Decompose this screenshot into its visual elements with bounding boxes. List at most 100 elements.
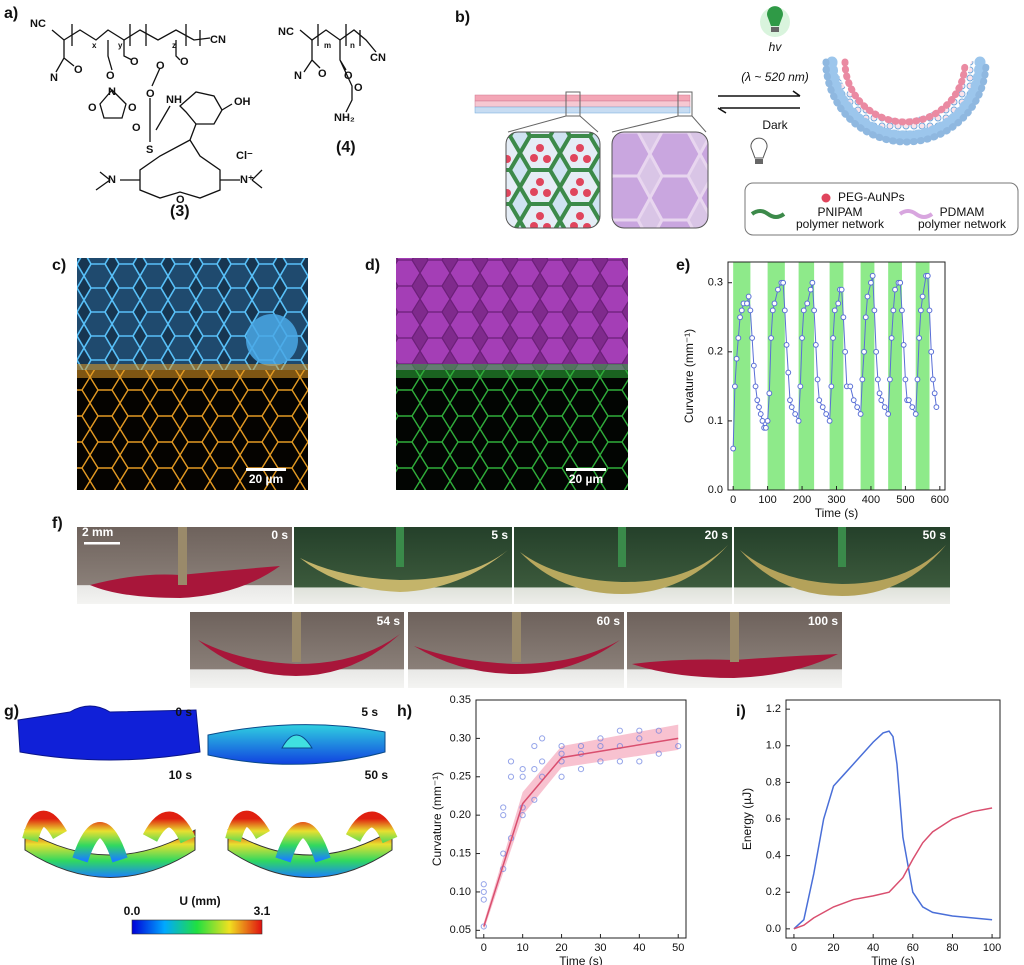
label: 5 s [361, 705, 378, 719]
label: i) [736, 703, 746, 720]
shape [22, 810, 196, 863]
data-point [890, 307, 897, 314]
light-band [733, 262, 751, 490]
label: 20 µm [249, 472, 283, 486]
label: polymer network [918, 217, 1007, 231]
label: O [128, 102, 137, 114]
label: CN [210, 34, 226, 46]
shape [414, 640, 620, 674]
data-point [744, 300, 750, 307]
shape [281, 734, 313, 749]
shape [740, 545, 946, 596]
x-tick-label: 100 [983, 942, 1001, 954]
label: 20 s [705, 528, 729, 542]
sample-point [531, 796, 538, 803]
data-point [783, 342, 790, 348]
data-point [926, 307, 933, 314]
data-point [874, 376, 881, 383]
x-tick-label: 40 [633, 942, 645, 954]
y-tick-label: 0.4 [766, 850, 781, 862]
label: U (mm) [179, 894, 220, 908]
data-point [892, 286, 898, 293]
y-tick-label: 0.25 [450, 771, 471, 783]
sample-point [675, 742, 682, 750]
label: O [344, 70, 353, 82]
data-point [747, 307, 754, 314]
x-tick-label: 200 [793, 494, 811, 506]
sample-point [597, 735, 604, 742]
shape [566, 468, 606, 471]
label: g) [4, 703, 19, 720]
shape [826, 56, 986, 142]
label: O [180, 56, 189, 68]
y-tick-label: 0.35 [450, 694, 471, 706]
x-tick-label: 400 [862, 494, 880, 506]
data-point [909, 404, 916, 410]
label: O [106, 70, 115, 82]
x-axis-label: Time (s) [871, 954, 915, 965]
shape [55, 40, 181, 87]
y-tick-label: 0.3 [708, 277, 723, 289]
shape [565, 91, 581, 117]
sample-point [480, 923, 487, 930]
label: 50 s [365, 768, 389, 782]
x-tick-label: 500 [896, 494, 914, 506]
shape [139, 123, 221, 199]
y-tick-label: 0.30 [450, 732, 471, 744]
data-point [795, 418, 802, 424]
label: 100 s [808, 614, 838, 628]
sample-point [480, 896, 487, 903]
data-point [759, 418, 766, 424]
sample-point [500, 850, 507, 857]
x-tick-label: 100 [758, 494, 776, 506]
sample-point [507, 758, 515, 765]
series-line [793, 730, 993, 930]
data-point [823, 411, 830, 417]
label: polymer network [796, 217, 885, 231]
sample-point [597, 742, 604, 750]
series-line [793, 807, 993, 930]
data-point [916, 335, 923, 341]
y-tick-label: 0.2 [766, 886, 781, 898]
data-point [835, 300, 842, 307]
label: 3.1 [254, 904, 271, 918]
label: N [294, 70, 302, 82]
label: Cl⁻ [236, 150, 253, 162]
data-point [750, 362, 757, 369]
label: NH [166, 94, 182, 106]
label: c) [52, 257, 66, 274]
label: 5 s [491, 528, 508, 542]
data-point [804, 300, 811, 307]
label: CN [370, 52, 386, 64]
data-point [862, 314, 869, 321]
data-point [914, 376, 921, 383]
label: S [146, 144, 153, 156]
data-point [745, 293, 752, 300]
data-point [831, 307, 838, 314]
x-tick-label: 60 [907, 942, 919, 954]
data-point [735, 335, 742, 341]
shape [300, 550, 508, 592]
data-point [857, 411, 864, 417]
label: NH₂ [334, 112, 355, 124]
y-tick-label: 0.05 [450, 924, 471, 936]
data-point [757, 411, 764, 417]
shape [84, 542, 120, 545]
label: x [92, 41, 97, 50]
shape [520, 545, 728, 594]
shape [898, 209, 934, 219]
data-point [869, 272, 876, 279]
data-point [756, 404, 762, 410]
y-tick-label: 0.6 [766, 813, 781, 825]
data-point [737, 314, 743, 321]
shape [822, 58, 990, 146]
shape [474, 100, 691, 108]
data-point [731, 383, 738, 390]
data-point [764, 418, 771, 424]
data-point [902, 376, 909, 383]
label: N [108, 174, 116, 186]
shape [771, 27, 779, 32]
data-point [797, 383, 804, 390]
data-point [854, 404, 861, 410]
